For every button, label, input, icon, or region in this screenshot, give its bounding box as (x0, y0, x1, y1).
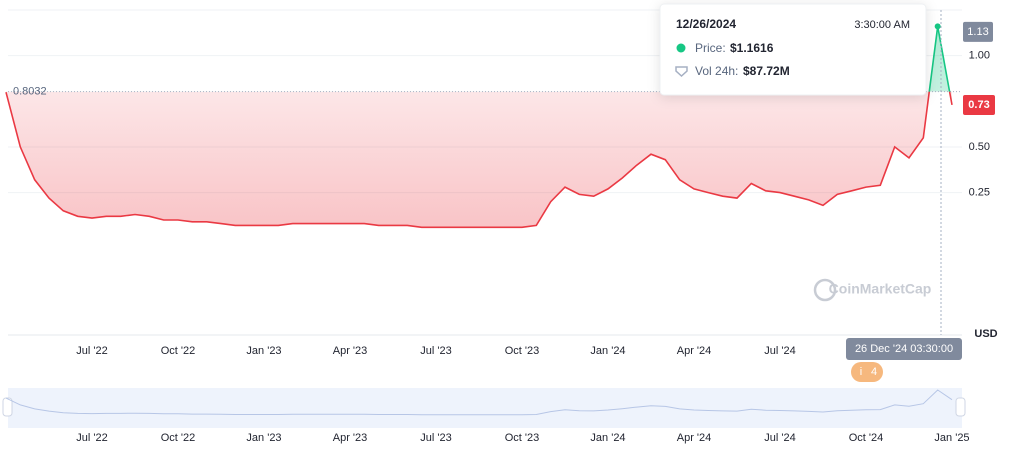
tooltip-price-label: Price: (695, 41, 726, 55)
navigator-tick-label: Jan '24 (590, 432, 625, 444)
navigator-tick-label: Jan '23 (246, 432, 281, 444)
navigator (8, 388, 962, 428)
last-price-tag (963, 94, 995, 115)
tooltip-price: $1.1616 (730, 41, 774, 55)
x-tick-label: Jul '23 (420, 345, 451, 357)
navigator-tick-label: Oct '24 (849, 432, 884, 444)
navigator-tick-label: Jan '25 (934, 432, 969, 444)
event-icon: i (860, 366, 862, 378)
crosshair-box (846, 338, 962, 360)
plot: 0.25 0.50 1.00 0.8032 1.13 0.73 Jul '22 Oct '22… (5, 21, 995, 357)
tooltip-volume: $87.72M (743, 64, 790, 78)
volume-icon (675, 66, 688, 78)
high-tag (963, 21, 993, 42)
x-tick-label: Oct '22 (161, 345, 196, 357)
x-tick-label: Oct '23 (505, 345, 540, 357)
y-tick-label: 1.00 (969, 50, 990, 62)
navigator-tick-label: Apr '23 (333, 432, 368, 444)
y-tick-label: 0.50 (969, 141, 990, 153)
navigator-line (5, 389, 953, 416)
tooltip-date: 12/26/2024 (676, 17, 736, 31)
area-up (929, 26, 950, 92)
tooltip-time: 3:30:00 AM (854, 19, 910, 31)
navigator-tick-label: Apr '24 (677, 432, 712, 444)
navigator-tick-label: Oct '23 (505, 432, 540, 444)
event-badge[interactable] (851, 362, 883, 382)
x-tick-label: Jan '24 (590, 345, 625, 357)
crosshair-label: 26 Dec '24 03:30:00 (855, 343, 953, 355)
x-tick-label: Jan '23 (246, 345, 281, 357)
tooltip: 12/26/2024 3:30:00 AM Price: $1.1616 Vol… (659, 3, 927, 96)
peak-dot (934, 23, 941, 30)
x-tick-label: Apr '23 (333, 345, 368, 357)
x-tick-label: Apr '24 (677, 345, 712, 357)
x-tick-label: Jul '22 (76, 345, 107, 357)
y-tick-label: 0.25 (969, 186, 990, 198)
navigator-handle[interactable] (955, 397, 966, 417)
price-line (5, 91, 953, 229)
x-tick-label: Jul '24 (764, 345, 795, 357)
reference-label: 0.8032 (13, 85, 47, 97)
tooltip-volume-label: Vol 24h: (695, 64, 738, 78)
axis-unit: USD (974, 328, 997, 340)
navigator-tick-label: Jul '22 (76, 432, 107, 444)
watermark-logo (813, 278, 837, 302)
navigator-tick-label: Jul '23 (420, 432, 451, 444)
navigator-tick-label: Oct '22 (161, 432, 196, 444)
last-price-label: 0.73 (968, 99, 989, 111)
price-dot (676, 43, 686, 53)
event-count: 4 (871, 366, 877, 378)
navigator-handle[interactable] (2, 397, 13, 417)
watermark: CoinMarketCap (829, 281, 932, 297)
navigator-tick-label: Jul '24 (764, 432, 795, 444)
high-tag-label: 1.13 (967, 26, 988, 38)
area-down (6, 91, 952, 228)
